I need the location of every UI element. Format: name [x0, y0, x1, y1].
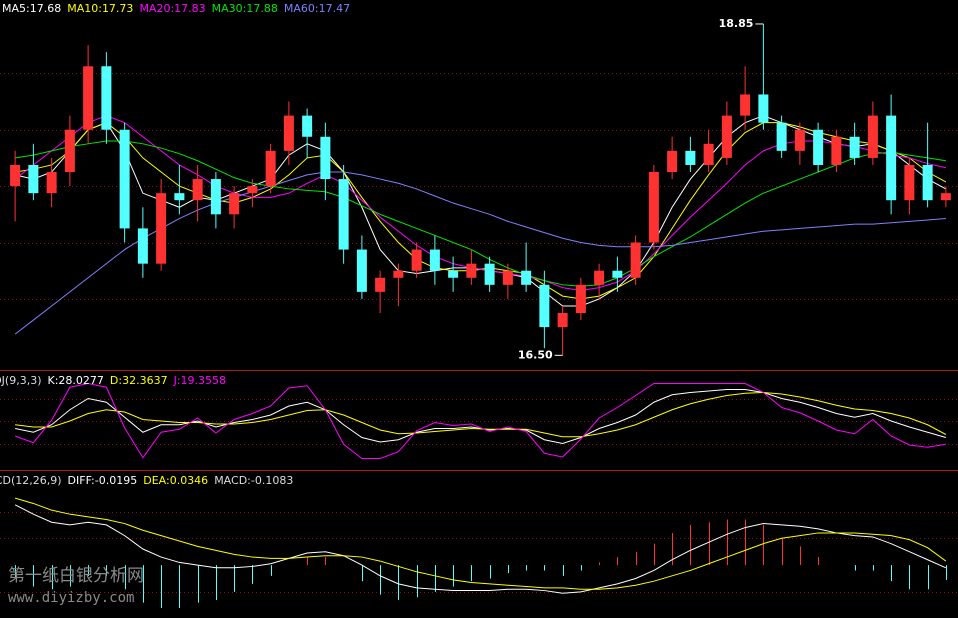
- candle-body: [247, 186, 258, 194]
- candle-body: [648, 172, 659, 243]
- legend-entry: J:19.3558: [173, 374, 226, 387]
- candle-body: [265, 150, 276, 187]
- candle-body: [448, 270, 459, 278]
- candle-body: [740, 94, 751, 116]
- annotation: 16.50: [518, 348, 553, 361]
- candle-body: [794, 129, 805, 151]
- indicator-line: [15, 115, 947, 307]
- panel-title: KDJ(9,3,3): [0, 374, 42, 387]
- candle-body: [703, 143, 714, 165]
- candle-body: [813, 129, 824, 165]
- candle-body: [940, 193, 951, 201]
- candle-body: [174, 193, 185, 201]
- candle-body: [922, 164, 933, 201]
- candle-body: [119, 129, 130, 229]
- candle-body: [411, 249, 422, 271]
- legend-entry: DIFF:-0.0195: [68, 474, 138, 487]
- indicator-line: [15, 389, 947, 445]
- candle-body: [849, 136, 860, 158]
- candle-body: [539, 284, 550, 328]
- indicator-line: [14, 382, 946, 459]
- candle-body: [612, 270, 623, 278]
- candle-body: [210, 179, 221, 215]
- watermark-url: www.diyizby.com: [8, 590, 134, 606]
- candle-body: [758, 94, 769, 123]
- candle-body: [338, 179, 349, 250]
- candle-body: [156, 193, 167, 264]
- candle-body: [375, 277, 386, 292]
- candle-body: [192, 179, 203, 201]
- annotation: 18.85: [719, 17, 754, 30]
- legend-entry: MA10:17.73: [67, 2, 133, 15]
- indicator-line: [14, 504, 947, 594]
- legend-entry: MA30:17.88: [212, 2, 278, 15]
- candle-body: [466, 263, 477, 278]
- candle-body: [904, 164, 915, 201]
- candle-body: [229, 193, 240, 215]
- legend-entry: D:32.3637: [110, 374, 168, 387]
- candle-body: [886, 115, 897, 201]
- indicator-line: [15, 122, 947, 300]
- legend-entry: MA20:17.83: [139, 2, 205, 15]
- candle-body: [521, 270, 532, 285]
- candle-body: [320, 136, 331, 180]
- legend-entry: DEA:0.0346: [143, 474, 208, 487]
- candle-body: [101, 66, 112, 130]
- candle-body: [137, 228, 148, 264]
- panel-title: MACD(12,26,9): [0, 474, 62, 487]
- candle-body: [630, 242, 641, 278]
- candle-body: [867, 115, 878, 158]
- candle-body: [283, 115, 294, 151]
- candle-body: [776, 122, 787, 151]
- candle-body: [502, 270, 513, 285]
- candle-body: [302, 115, 313, 137]
- candle-body: [429, 249, 440, 271]
- candle-body: [10, 164, 21, 187]
- candle-body: [484, 263, 495, 285]
- legend-entry: MA5:17.68: [2, 2, 61, 15]
- indicator-line: [14, 115, 946, 291]
- candle-body: [685, 150, 696, 165]
- candle-body: [393, 270, 404, 278]
- candle-body: [557, 313, 568, 328]
- indicator-line: [14, 171, 946, 335]
- candle-body: [28, 164, 39, 194]
- indicator-line: [15, 391, 947, 438]
- watermark-title: 第一纸白银分析网: [8, 566, 144, 586]
- indicator-line: [14, 497, 947, 590]
- legend-entry: MACD:-0.1083: [214, 474, 293, 487]
- legend-entry: K:28.0277: [48, 374, 104, 387]
- candle-body: [575, 284, 586, 314]
- candle-body: [356, 249, 367, 292]
- candle-body: [64, 129, 75, 173]
- indicator-line: [15, 140, 946, 287]
- candle-body: [594, 270, 605, 285]
- candle-body: [83, 66, 94, 130]
- legend-entry: MA60:17.47: [284, 2, 350, 15]
- candle-body: [46, 172, 57, 194]
- candle-body: [667, 150, 678, 173]
- candle-body: [831, 136, 842, 165]
- candle-body: [721, 115, 732, 158]
